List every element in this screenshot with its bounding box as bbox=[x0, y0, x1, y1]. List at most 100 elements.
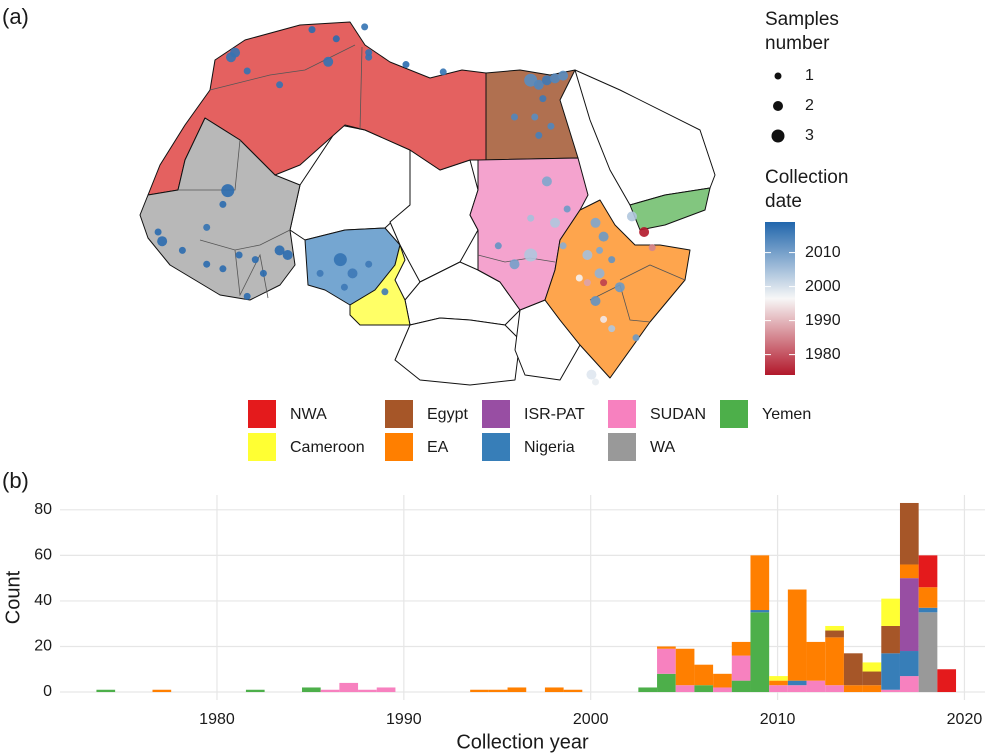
y-tick-label: 40 bbox=[34, 592, 52, 609]
sample-point bbox=[541, 75, 552, 86]
bar-segment bbox=[825, 685, 844, 693]
colorbar-label: 2010 bbox=[805, 244, 841, 261]
colorbar-label: 1990 bbox=[805, 312, 841, 329]
bar-segment bbox=[862, 671, 882, 686]
bar-segment bbox=[731, 641, 751, 656]
border bbox=[199, 229, 291, 251]
sample-point bbox=[639, 227, 650, 237]
sample-point bbox=[590, 296, 601, 306]
border bbox=[589, 284, 651, 323]
bar-segment bbox=[339, 682, 359, 693]
sample-point bbox=[219, 200, 227, 208]
size-legend-label: 2 bbox=[805, 97, 814, 114]
legend-label: NWA bbox=[290, 406, 327, 423]
sample-point bbox=[550, 217, 560, 228]
bar-segment bbox=[899, 651, 919, 677]
sample-point bbox=[598, 231, 609, 242]
colorbar bbox=[765, 222, 795, 375]
legend-label: Cameroon bbox=[290, 439, 365, 456]
sample-point bbox=[381, 288, 389, 296]
colorbar-label: 2000 bbox=[805, 278, 841, 295]
bar-segment bbox=[301, 687, 321, 693]
bar-segment bbox=[918, 587, 938, 608]
legend-key bbox=[385, 433, 413, 461]
bar-segment bbox=[96, 689, 116, 693]
bar-segment bbox=[713, 673, 732, 688]
legend-key bbox=[608, 433, 636, 461]
legend-label: Yemen bbox=[762, 406, 811, 423]
sample-point bbox=[282, 250, 293, 260]
sample-point bbox=[340, 283, 348, 291]
y-tick-label: 20 bbox=[34, 638, 52, 655]
sample-point bbox=[550, 73, 560, 84]
sample-point bbox=[539, 95, 547, 103]
border bbox=[178, 139, 241, 191]
sample-point bbox=[439, 68, 447, 76]
sample-point bbox=[365, 260, 373, 268]
size-legend-key bbox=[774, 72, 782, 80]
sample-point bbox=[592, 378, 599, 386]
sample-point bbox=[332, 35, 340, 43]
size-legend-key bbox=[773, 101, 783, 111]
bar-segment bbox=[675, 685, 695, 693]
bar-segment bbox=[899, 578, 919, 652]
bar-segment bbox=[488, 689, 508, 693]
sample-point bbox=[203, 260, 211, 268]
panel-label: (a) bbox=[2, 4, 29, 29]
legend-key bbox=[385, 400, 413, 428]
panel-label: (b) bbox=[2, 468, 29, 493]
bar-segment bbox=[320, 689, 340, 693]
country-sudan bbox=[469, 157, 589, 311]
sample-point bbox=[583, 279, 591, 287]
bar-segment bbox=[731, 680, 751, 693]
sample-point bbox=[259, 269, 267, 277]
bar-segment bbox=[152, 689, 172, 693]
sample-point bbox=[361, 23, 369, 31]
sample-point bbox=[527, 214, 535, 222]
legend-key bbox=[482, 433, 510, 461]
country bbox=[574, 69, 716, 206]
sample-point bbox=[590, 217, 601, 228]
sample-point bbox=[219, 265, 227, 273]
x-tick-label: 2000 bbox=[573, 711, 609, 728]
sample-point bbox=[575, 274, 583, 282]
bar-segment bbox=[825, 630, 844, 638]
sample-point bbox=[559, 242, 567, 250]
legend-label: ISR-PAT bbox=[524, 406, 585, 423]
sample-point bbox=[402, 61, 410, 69]
sample-point bbox=[333, 253, 347, 267]
bar-segment bbox=[806, 641, 826, 681]
bar-segment bbox=[862, 685, 882, 693]
bar-segment bbox=[899, 502, 919, 565]
sample-point bbox=[541, 176, 552, 187]
sample-point bbox=[316, 269, 324, 277]
sample-point bbox=[494, 242, 502, 250]
sample-point bbox=[547, 122, 555, 130]
bar-segment bbox=[769, 676, 788, 681]
bar-segment bbox=[787, 680, 807, 686]
colorbar-label: 1980 bbox=[805, 346, 841, 363]
y-tick-label: 60 bbox=[34, 547, 52, 564]
bar-segment bbox=[713, 687, 732, 693]
legend-key bbox=[720, 400, 748, 428]
bar-segment bbox=[843, 653, 863, 686]
legend-label: EA bbox=[427, 439, 449, 456]
size-legend-label: 3 bbox=[805, 127, 814, 144]
sample-point bbox=[243, 292, 251, 300]
bar-segment bbox=[750, 610, 770, 613]
sample-point bbox=[274, 245, 285, 256]
sample-point bbox=[221, 184, 235, 198]
bar-segment bbox=[731, 655, 751, 681]
legend-key bbox=[608, 400, 636, 428]
sample-point bbox=[533, 79, 544, 90]
bar-segment bbox=[881, 689, 900, 693]
bar-segment bbox=[769, 685, 788, 693]
sample-point bbox=[509, 259, 520, 270]
sample-point bbox=[558, 70, 569, 81]
bar-segment bbox=[825, 637, 844, 686]
sample-point bbox=[531, 113, 539, 121]
country bbox=[394, 317, 521, 386]
sample-point bbox=[347, 268, 358, 279]
bar-segment bbox=[750, 612, 770, 693]
bar-segment bbox=[918, 612, 938, 693]
